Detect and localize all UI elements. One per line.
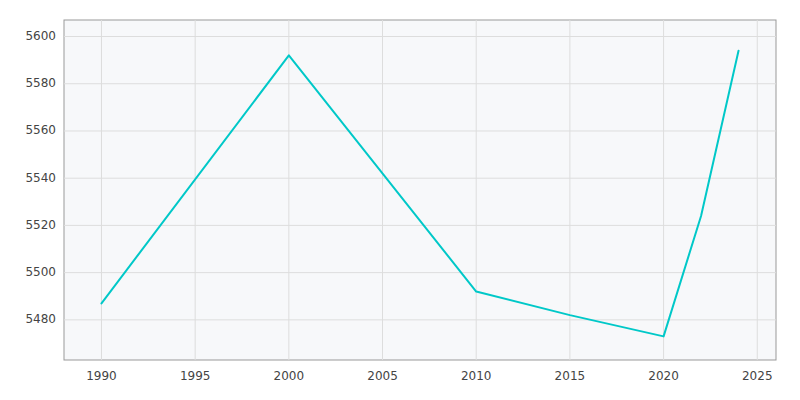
y-grid-line (64, 178, 776, 179)
x-tick-label: 1990 (86, 369, 117, 383)
x-grid-line (476, 20, 477, 360)
y-grid-line (64, 83, 776, 84)
x-grid-line (382, 20, 383, 360)
chart-container: 5480 5500 5520 5540 5560 5580 5600 1990 1995 2000… (0, 0, 800, 400)
y-grid-line (64, 225, 776, 226)
x-grid-line (757, 20, 758, 360)
y-tick-label: 5480 (25, 312, 56, 326)
x-grid-line (569, 20, 570, 360)
plot-frame (64, 20, 776, 360)
grid (64, 20, 776, 360)
x-tick-label: 2005 (367, 369, 398, 383)
y-tick-label: 5500 (25, 265, 56, 279)
population-line (101, 51, 738, 337)
chart: 5480 5500 5520 5540 5560 5580 5600 1990 1995 2000… (0, 0, 800, 400)
x-grid-line (101, 20, 102, 360)
y-tick-label: 5560 (25, 123, 56, 137)
x-grid-line (195, 20, 196, 360)
x-tick-label: 2015 (555, 369, 586, 383)
x-tick-label: 2000 (274, 369, 305, 383)
y-grid-line (64, 36, 776, 37)
x-tick-label: 2025 (742, 369, 773, 383)
data (101, 51, 738, 337)
x-grid-line (663, 20, 664, 360)
x-tick-label: 2020 (648, 369, 679, 383)
y-grid-line (64, 272, 776, 273)
y-tick-label: 5540 (25, 171, 56, 185)
y-tick-label: 5520 (25, 218, 56, 232)
x-tick-label: 1995 (180, 369, 211, 383)
x-grid-line (288, 20, 289, 360)
x-tick-label: 2010 (461, 369, 492, 383)
y-tick-label: 5580 (25, 76, 56, 90)
y-grid-line (64, 130, 776, 131)
tick-labels: 5480 5500 5520 5540 5560 5580 5600 1990 1995 2000… (25, 29, 772, 383)
y-tick-label: 5600 (25, 29, 56, 43)
